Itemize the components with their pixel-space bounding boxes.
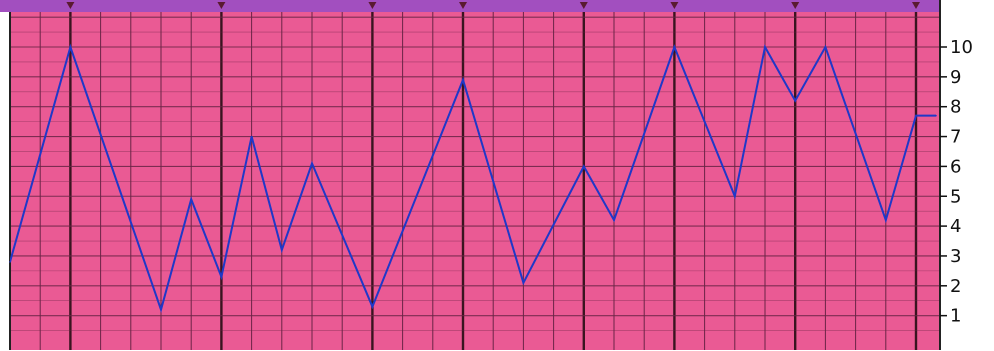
y-tick-label: 1 [950, 306, 961, 327]
plot-area [10, 12, 940, 350]
y-tick-label: 3 [950, 246, 961, 267]
data-point [935, 115, 937, 117]
data-point [915, 115, 917, 117]
data-point [794, 100, 796, 102]
data-point [613, 219, 615, 221]
data-point [885, 219, 887, 221]
y-tick-label: 2 [950, 276, 961, 297]
data-point [70, 46, 72, 48]
data-point [825, 46, 827, 48]
data-point [523, 282, 525, 284]
y-tick-label: 7 [950, 127, 961, 148]
data-point [160, 309, 162, 311]
data-point [311, 163, 313, 165]
data-point [190, 198, 192, 200]
data-point [9, 261, 11, 263]
y-tick-label: 10 [950, 37, 973, 58]
data-point [462, 79, 464, 81]
y-tick-label: 9 [950, 67, 961, 88]
y-tick-label: 5 [950, 186, 961, 207]
data-point [764, 46, 766, 48]
data-point [734, 195, 736, 197]
y-tick-label: 8 [950, 97, 961, 118]
y-tick-label: 4 [950, 216, 961, 237]
data-point [281, 249, 283, 251]
data-point [674, 46, 676, 48]
data-point [251, 136, 253, 138]
top-band [0, 0, 940, 12]
data-point [372, 306, 374, 308]
data-point [221, 276, 223, 278]
y-tick-label: 6 [950, 156, 961, 177]
data-point [583, 166, 585, 168]
